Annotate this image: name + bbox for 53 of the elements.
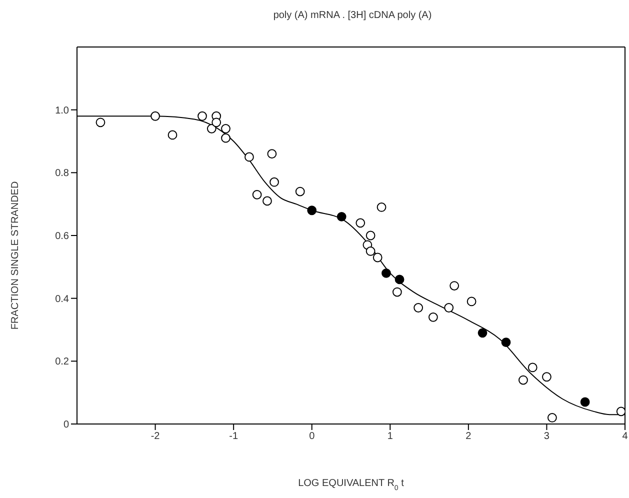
chart-title: poly (A) mRNA . [3H] cDNA poly (A) [272,10,433,21]
x-tick-label: 3 [544,431,550,442]
point [376,202,386,212]
x-tick-label: 1 [387,431,394,442]
x-tick-label: 2 [466,431,472,442]
point [198,111,207,121]
point [206,124,216,134]
x-tick-label: 0 [309,431,316,442]
point [221,133,230,143]
point [307,206,317,216]
y-tick-label: 0.6 [55,231,70,242]
point [444,303,454,312]
point [295,186,305,196]
point [212,118,222,128]
point [366,230,376,240]
point [450,281,460,290]
point [96,118,106,128]
x-axis-title: LOG EQUIVALENT R$_{0}$t [298,478,404,492]
point [382,268,391,278]
y-tick-label: 0.2 [55,356,70,368]
point [262,196,272,206]
point [542,372,552,382]
point [244,152,254,162]
point [616,406,625,416]
point [270,177,279,187]
y-tick-label: 0.8 [55,168,70,180]
point [478,328,488,338]
y-axis-title: FRACTION SINGLE STRANDED [10,181,21,330]
point [518,375,528,385]
point [466,296,476,306]
point [414,303,424,312]
point [547,413,557,422]
point [580,397,590,407]
point [428,312,438,322]
point [356,218,366,228]
point [336,212,346,222]
point [168,130,178,140]
point [267,149,277,159]
point [501,338,511,348]
point [372,252,382,262]
point [150,111,160,121]
point [252,190,262,200]
point [221,124,230,134]
point [392,287,402,297]
y-tick-label: 0.4 [55,294,70,305]
y-tick-label: 1.0 [55,105,70,116]
point [528,362,538,372]
x-tick-label: -1 [229,431,238,442]
y-tick-label: 0 [63,420,70,431]
point [366,246,376,256]
x-tick-label: 4 [622,431,628,442]
x-tick-label: -2 [150,431,160,442]
point [394,274,404,284]
